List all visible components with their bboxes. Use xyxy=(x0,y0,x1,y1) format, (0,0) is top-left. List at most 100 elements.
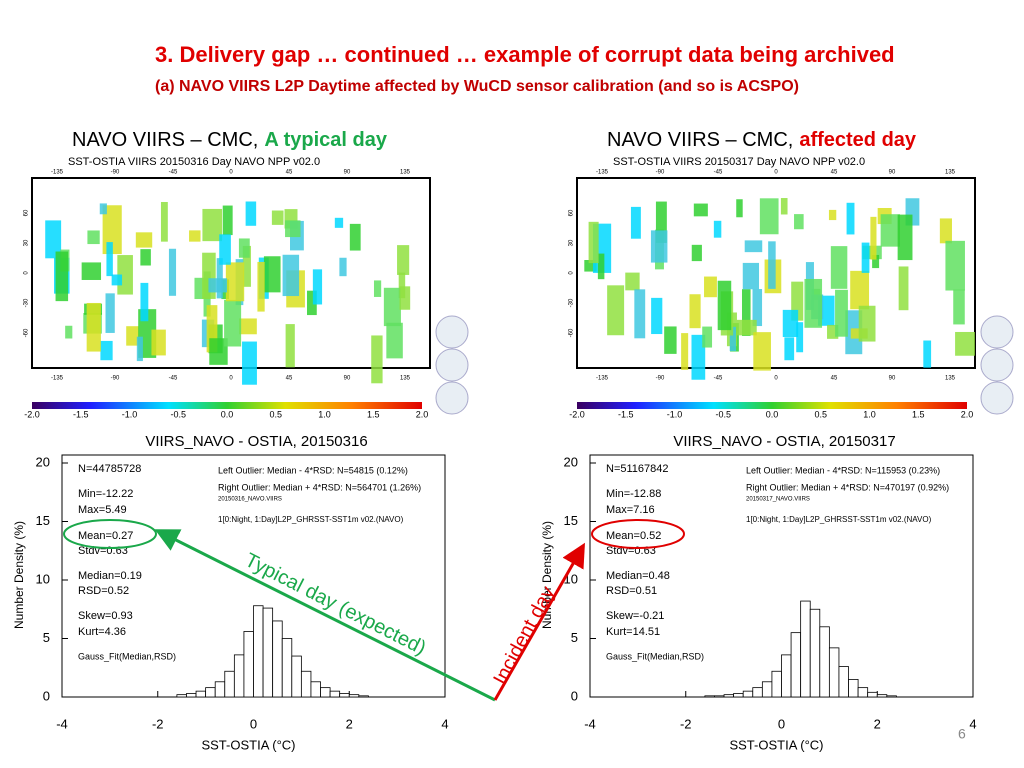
colorbar-label: 0.5 xyxy=(814,409,827,419)
bar xyxy=(876,694,888,698)
y-axis-label: Number Density (%) xyxy=(12,521,26,629)
bar xyxy=(243,631,254,698)
map-swath xyxy=(383,287,401,327)
map-swath xyxy=(729,326,736,352)
bar xyxy=(704,695,715,698)
stat: Kurt=4.36 xyxy=(78,626,126,638)
bar xyxy=(867,691,878,698)
map-swath xyxy=(880,214,901,247)
map-swath xyxy=(126,326,139,346)
map-lon-label: 90 xyxy=(889,170,896,176)
bar xyxy=(358,695,369,698)
map-swath xyxy=(597,253,605,280)
bar xyxy=(176,694,187,698)
map-lon-label: 0 xyxy=(774,170,778,176)
map-swath xyxy=(65,325,73,339)
map-lon-label: 45 xyxy=(831,170,838,176)
map-swath xyxy=(830,246,848,289)
map-swath xyxy=(135,232,153,248)
map-swath xyxy=(794,214,804,230)
bar xyxy=(800,600,811,698)
map-swath xyxy=(741,289,751,336)
map-lon-label: -45 xyxy=(714,376,723,382)
map-swath xyxy=(140,249,151,266)
map-swath xyxy=(689,294,701,329)
bar xyxy=(790,632,802,698)
map-swath xyxy=(796,322,804,353)
map-swath xyxy=(307,290,317,316)
colorbar-label: 2.0 xyxy=(961,409,974,419)
map-lon-label: 45 xyxy=(286,170,293,176)
map-swath xyxy=(784,337,795,361)
x-tick-label: 4 xyxy=(441,716,448,731)
map-swath xyxy=(242,245,251,287)
map-swath xyxy=(782,309,799,338)
map-swath xyxy=(704,276,717,298)
map-swath xyxy=(257,261,265,312)
chart-title: VIIRS_NAVO - OSTIA, 20150316 xyxy=(145,433,367,450)
map-lon-label: -90 xyxy=(111,170,120,176)
map-swath xyxy=(736,199,743,218)
y-tick-label: 10 xyxy=(36,571,50,586)
map-lon-label: -135 xyxy=(596,376,609,382)
note: 1[0:Night, 1:Day]L2P_GHRSST-SST1m v02.(N… xyxy=(218,515,404,524)
colorbar-label: -1.5 xyxy=(73,409,89,419)
map-lon-label: -45 xyxy=(169,170,178,176)
bar xyxy=(233,654,245,698)
note: 20150316_NAVO.VIIRS xyxy=(218,497,282,503)
map-swath xyxy=(373,280,382,297)
colorbar-label: 1.5 xyxy=(912,409,925,419)
x-tick-label: 4 xyxy=(969,716,976,731)
arrow xyxy=(493,542,585,701)
colorbar xyxy=(32,402,422,409)
y-tick-label: 5 xyxy=(571,630,578,645)
note: Left Outlier: Median - 4*RSD: N=115953 (… xyxy=(746,465,940,475)
bar xyxy=(848,679,859,698)
colorbar-label: 0.5 xyxy=(269,409,282,419)
map-swath xyxy=(224,299,242,347)
map-swath xyxy=(702,326,713,348)
map-swath xyxy=(651,297,663,335)
map-swath xyxy=(861,242,870,273)
logo xyxy=(980,381,1014,415)
slide-title: 3. Delivery gap … continued … example of… xyxy=(155,42,895,67)
logo xyxy=(980,315,1014,349)
y-tick-label: 20 xyxy=(36,454,50,469)
map-swath xyxy=(691,244,702,262)
map-swath xyxy=(953,289,965,325)
map-swath xyxy=(897,214,913,261)
logo xyxy=(435,348,469,382)
map-swath xyxy=(780,198,788,215)
map-swath xyxy=(713,220,722,238)
stat: Gauss_Fit(Median,RSD) xyxy=(78,651,176,661)
map-lat-label: 60 xyxy=(24,209,30,216)
bar xyxy=(828,647,840,698)
bar xyxy=(733,693,744,698)
note: 1[0:Night, 1:Day]L2P_GHRSST-SST1m v02.(N… xyxy=(746,515,932,524)
stat: Median=0.48 xyxy=(606,570,670,582)
x-tick-label: -2 xyxy=(152,716,164,731)
stat: RSD=0.51 xyxy=(606,585,657,597)
stat: RSD=0.52 xyxy=(78,585,129,597)
map-swath xyxy=(742,262,760,290)
bar xyxy=(723,694,735,698)
logo xyxy=(435,315,469,349)
bar xyxy=(320,687,331,698)
map-lon-label: 0 xyxy=(774,376,778,382)
bar xyxy=(291,655,302,698)
colorbar-label: -2.0 xyxy=(569,409,585,419)
map-lon-label: 45 xyxy=(286,376,293,382)
map-swath xyxy=(285,220,301,238)
map-lon-label: -135 xyxy=(51,170,64,176)
map-swath xyxy=(634,289,646,339)
map-lat-label: 30 xyxy=(24,239,30,246)
map-swath xyxy=(872,254,880,269)
map-lon-label: 0 xyxy=(229,170,233,176)
bar xyxy=(224,670,235,698)
x-tick-label: 0 xyxy=(778,716,785,731)
colorbar-label: 0.0 xyxy=(221,409,234,419)
map-swath xyxy=(160,201,168,242)
map-lon-label: 45 xyxy=(831,376,838,382)
page-number: 6 xyxy=(958,726,966,742)
map-swath xyxy=(242,341,257,385)
